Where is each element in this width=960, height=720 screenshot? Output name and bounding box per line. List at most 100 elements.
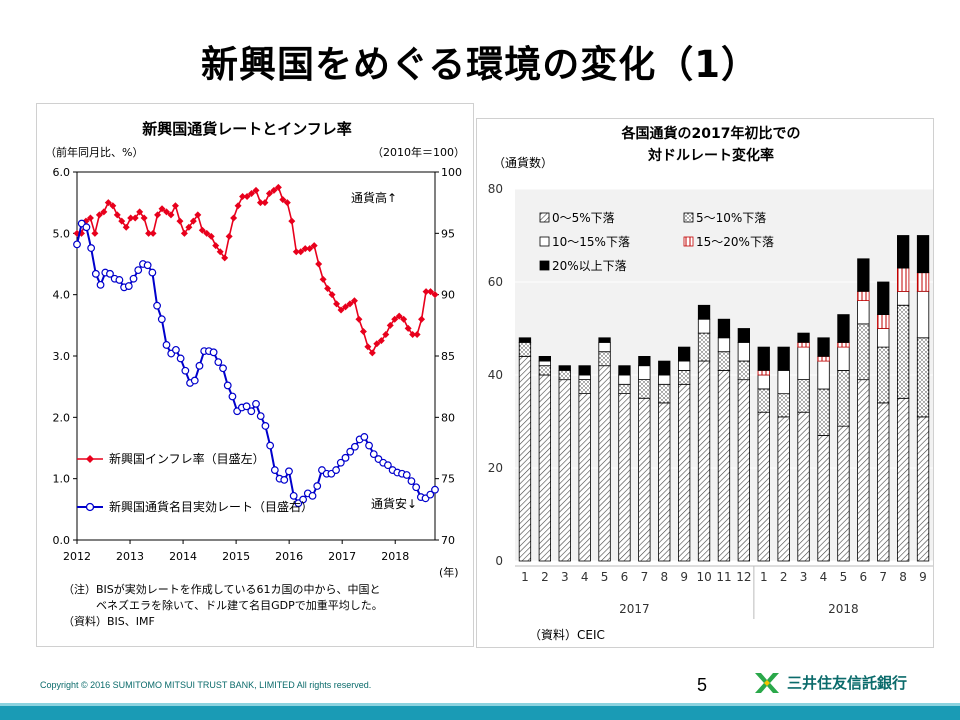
inflation-point: [167, 211, 175, 219]
y-tick-label: 60: [488, 275, 503, 289]
x-tick-label: 6: [859, 570, 867, 584]
left-y-tick-label: 0.0: [53, 534, 71, 547]
inflation-point: [301, 245, 309, 253]
currency-rate-point: [383, 461, 392, 470]
inflation-point: [180, 229, 188, 237]
legend-label-currency: 新興国通貨名目実効レート（目盛右）: [109, 499, 313, 514]
left-y-tick-label: 2.0: [53, 411, 71, 424]
inflation-point: [306, 245, 314, 253]
bar-segment: [837, 314, 850, 343]
bar-segment: [877, 281, 890, 315]
x-tick-label: 2015: [222, 550, 250, 563]
inflation-point: [261, 199, 269, 207]
legend: 新興国インフレ率（目盛左） 新興国通貨名目実効レート（目盛右）: [77, 451, 313, 514]
currency-rate-point: [266, 441, 275, 450]
inflation-point: [239, 193, 247, 201]
currency-rate-point: [115, 276, 124, 284]
inflation-point: [422, 288, 430, 296]
inflation-point: [328, 291, 336, 299]
bar-segment: [817, 388, 830, 436]
inflation-point: [185, 223, 193, 231]
inflation-point: [149, 229, 157, 237]
inflation-point: [373, 340, 381, 348]
inflation-point: [395, 312, 403, 320]
inflation-point: [342, 303, 349, 311]
bar-segment: [837, 341, 850, 348]
left-axis-label: （前年同月比、%）: [45, 145, 143, 159]
x-tick-label: 3: [561, 570, 569, 584]
bar-segment: [618, 393, 631, 562]
inflation-point: [413, 331, 421, 339]
inflation-point: [350, 297, 358, 305]
inflation-point: [333, 300, 341, 308]
legend-swatch-10-15: [539, 236, 550, 247]
bar-segment: [538, 365, 551, 376]
inflation-point: [386, 321, 394, 329]
x-tick-label: 2012: [63, 550, 91, 563]
x-tick-label: 5: [840, 570, 848, 584]
bar-segment: [737, 379, 751, 562]
currency-rate-point: [346, 447, 355, 456]
x-tick-label: 2017: [328, 550, 356, 563]
currency-rate-point: [96, 280, 105, 289]
bar-segment: [817, 337, 830, 357]
inflation-point: [355, 315, 363, 323]
bar-segment: [518, 341, 532, 357]
currency-rate-point: [313, 482, 322, 490]
currency-rate-point: [256, 412, 265, 421]
inflation-point: [346, 300, 354, 308]
currency-rate-point: [153, 301, 161, 310]
x-tick-label: 7: [879, 570, 887, 584]
right-y-tick-label: 70: [441, 534, 455, 547]
x-tick-label: 6: [621, 570, 629, 584]
legend-swatch-15-20: [683, 236, 694, 247]
inflation-point: [127, 214, 135, 222]
inflation-point: [221, 254, 229, 262]
currency-rate-point: [157, 315, 166, 324]
currency-rate-point: [181, 366, 190, 375]
currency-rate-point: [190, 376, 199, 385]
bar-segment: [916, 337, 930, 418]
x-tick-label: 2013: [116, 550, 144, 563]
legend-swatch-5-10: [683, 212, 694, 223]
inflation-point: [248, 189, 256, 197]
currency-rate-point: [228, 392, 237, 401]
inflation-point: [270, 186, 278, 194]
slide-title: 新興国をめぐる環境の変化（1）: [200, 43, 759, 86]
x-tick-label: 11: [716, 570, 731, 584]
bar-segment: [916, 290, 930, 339]
currency-rate-point: [162, 341, 171, 349]
bar-segment: [817, 355, 830, 362]
bar-segment: [677, 360, 691, 371]
right-axis-label: （2010年＝100）: [372, 145, 465, 159]
currency-rate-point: [176, 354, 185, 363]
currency-rate-point: [82, 223, 91, 232]
bar-segment: [757, 346, 770, 371]
bar-segment: [877, 314, 890, 329]
inflation-point: [203, 229, 211, 237]
inflation-point: [297, 248, 305, 256]
legend-label-inflation: 新興国インフレ率（目盛左）: [109, 451, 265, 466]
bar-segment: [857, 323, 870, 381]
currency-rate-point: [285, 467, 293, 476]
inflation-point: [265, 189, 273, 197]
inflation-point: [288, 217, 296, 225]
inflation-point: [377, 337, 385, 345]
bar-segment: [797, 341, 810, 348]
bar-segment: [777, 369, 790, 395]
bar-segment: [598, 341, 611, 353]
inflation-point: [212, 242, 220, 250]
page-number: 5: [697, 675, 708, 695]
bar-segment: [658, 402, 671, 562]
x-tick-label: 3: [800, 570, 808, 584]
bar-segment: [618, 365, 631, 376]
currency-rate-point: [402, 471, 411, 479]
bar-segment: [896, 397, 910, 562]
bar-segment: [777, 346, 790, 371]
inflation-point: [279, 196, 287, 204]
inflation-point: [364, 343, 372, 351]
currency-rate-point: [412, 483, 421, 492]
bar-segment: [578, 393, 591, 562]
bar-segment: [877, 346, 890, 404]
inflation-point: [91, 229, 99, 237]
